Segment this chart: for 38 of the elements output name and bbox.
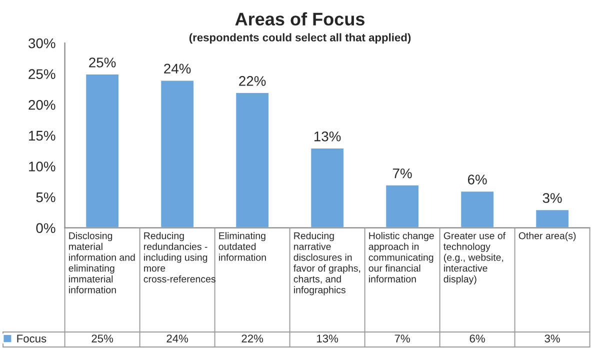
y-tick-label: 15%	[29, 130, 56, 141]
text: 13%	[314, 131, 341, 142]
data-label: 13%	[317, 334, 338, 342]
text: 25%	[89, 58, 116, 68]
y-tick-label: 0%	[36, 223, 56, 234]
bar	[160, 79, 195, 228]
bar	[460, 190, 495, 228]
x-tick-label: Reducing narrative disclosures in favor of graphs, charts, and infographics	[294, 232, 360, 296]
chart-title: Areas of Focus	[235, 12, 364, 26]
bar	[534, 208, 570, 228]
y-tick-label: 20%	[28, 100, 56, 110]
x-tick-label: Disclosing material information and eliminating immaterial information	[68, 232, 135, 294]
x-tick-label: Holistic change approach in communicating our financial information	[368, 232, 434, 282]
data-label: 25%	[92, 334, 114, 342]
x-tick-label: Eliminating outdated information	[218, 232, 266, 261]
chart-subtitle: (respondents could select all that applied)	[189, 33, 411, 44]
text: 22%	[239, 76, 266, 86]
y-tick-label: 25%	[28, 69, 56, 80]
text: 3%	[542, 193, 562, 203]
y-tick-label: 10%	[29, 162, 56, 172]
bar	[84, 73, 120, 228]
data-label: 3%	[544, 334, 560, 342]
text: 24%	[164, 64, 191, 74]
y-tick-label: 5%	[36, 192, 56, 202]
text: 6%	[468, 174, 487, 184]
data-label: 7%	[394, 334, 410, 342]
bar	[384, 184, 420, 228]
bar	[310, 147, 345, 228]
x-tick-label: Greater use of technology (e.g., website, interactive display)	[444, 232, 506, 284]
legend-label: Focus	[17, 334, 46, 343]
data-label: 24%	[166, 334, 188, 342]
text: 7%	[392, 168, 412, 178]
x-tick-label: Reducing redundancies - including using more cross-references	[144, 232, 216, 282]
x-tick-label: Other area(s)	[518, 232, 576, 242]
bar	[234, 92, 270, 228]
data-label: 6%	[470, 334, 485, 342]
y-tick-label: 30%	[28, 38, 56, 48]
data-label: 22%	[242, 334, 264, 342]
